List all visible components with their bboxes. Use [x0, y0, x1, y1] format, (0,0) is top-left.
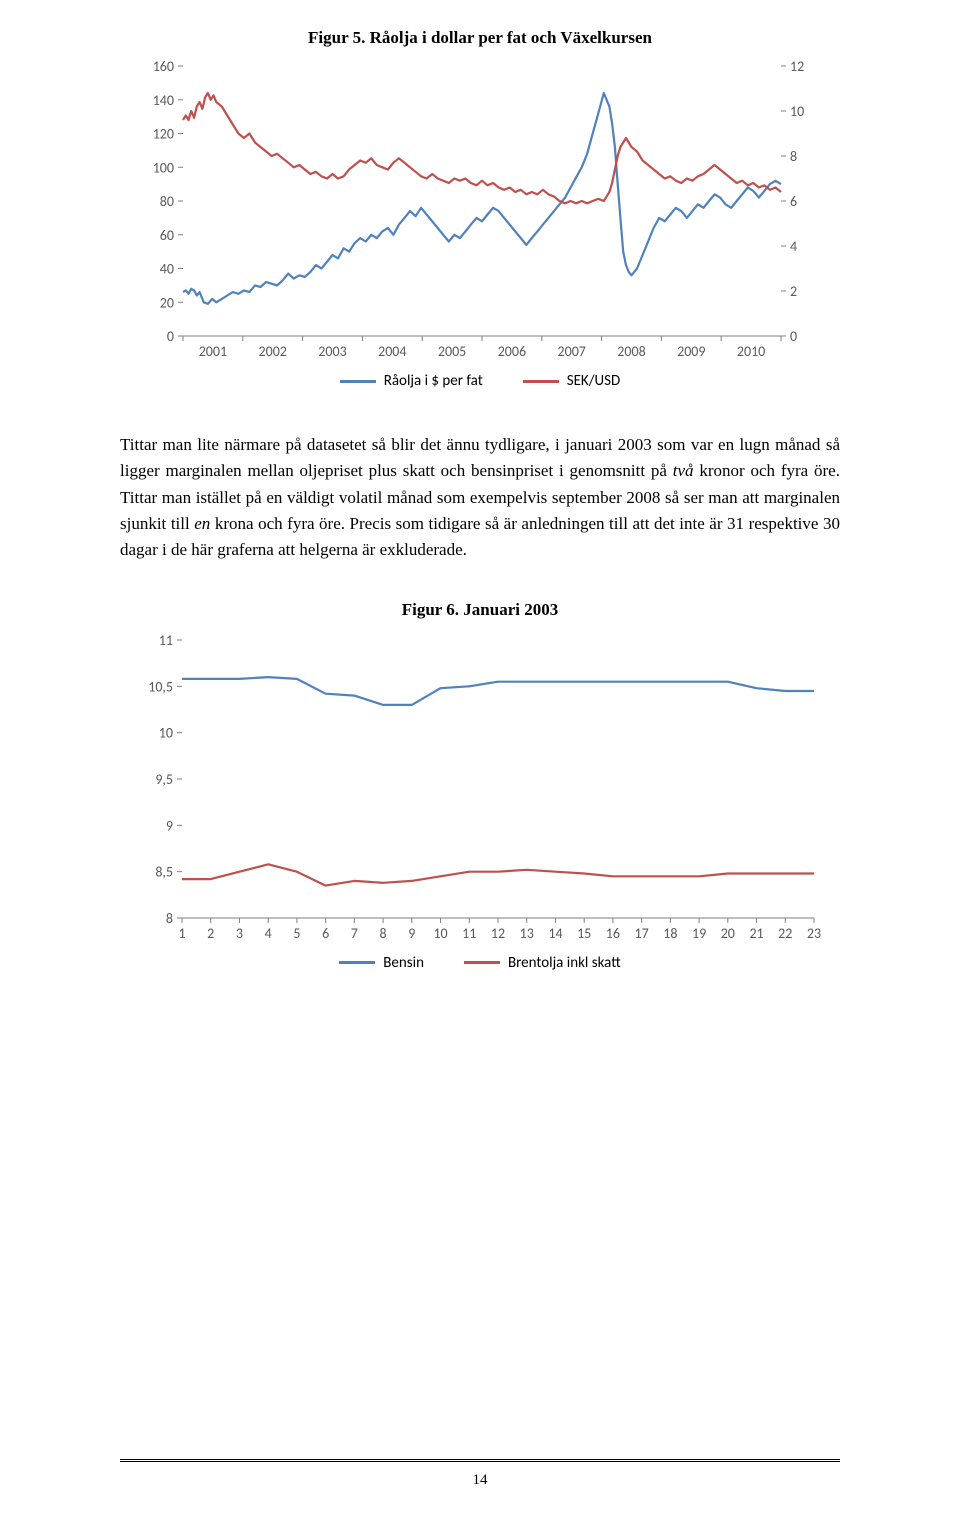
svg-text:10,5: 10,5: [148, 678, 173, 695]
legend-label: SEK/USD: [567, 372, 621, 390]
svg-text:2003: 2003: [318, 343, 346, 360]
svg-text:16: 16: [606, 925, 620, 942]
svg-text:2008: 2008: [617, 343, 645, 360]
svg-text:4: 4: [265, 925, 272, 942]
svg-text:4: 4: [790, 238, 797, 255]
svg-text:100: 100: [153, 159, 174, 176]
svg-text:14: 14: [548, 925, 562, 942]
svg-text:18: 18: [663, 925, 677, 942]
legend-label: Brentolja inkl skatt: [508, 954, 621, 972]
svg-text:13: 13: [520, 925, 534, 942]
figure5-title: Figur 5. Råolja i dollar per fat och Väx…: [120, 28, 840, 48]
legend-label: Bensin: [383, 954, 424, 972]
svg-text:15: 15: [577, 925, 591, 942]
svg-text:12: 12: [491, 925, 505, 942]
svg-text:6: 6: [790, 193, 797, 210]
legend-item: SEK/USD: [523, 372, 621, 390]
svg-text:8: 8: [380, 925, 387, 942]
legend-label: Råolja i $ per fat: [384, 372, 483, 390]
footer-rule: [120, 1461, 840, 1463]
legend-swatch: [339, 961, 375, 964]
svg-text:20: 20: [160, 294, 174, 311]
figure5-chart: 0 20 40 60 80 100 120 140 160 0 2 4 6 8 10 12 2001 2002 20…: [135, 56, 825, 366]
svg-text:8,5: 8,5: [155, 863, 173, 880]
figure6-title: Figur 6. Januari 2003: [120, 600, 840, 620]
page: Figur 5. Råolja i dollar per fat och Väx…: [0, 0, 960, 1513]
svg-text:8: 8: [166, 910, 173, 927]
svg-text:11: 11: [159, 632, 173, 649]
svg-text:21: 21: [749, 925, 763, 942]
svg-text:60: 60: [160, 227, 174, 244]
svg-text:12: 12: [790, 58, 804, 75]
svg-text:3: 3: [236, 925, 243, 942]
svg-text:10: 10: [433, 925, 447, 942]
svg-text:2: 2: [207, 925, 214, 942]
svg-text:2002: 2002: [259, 343, 287, 360]
svg-text:0: 0: [167, 328, 174, 345]
svg-text:2006: 2006: [498, 343, 526, 360]
svg-text:80: 80: [160, 193, 174, 210]
svg-text:23: 23: [807, 925, 821, 942]
svg-text:40: 40: [160, 261, 174, 278]
svg-text:22: 22: [778, 925, 792, 942]
svg-text:6: 6: [322, 925, 329, 942]
svg-text:2009: 2009: [677, 343, 705, 360]
legend-swatch: [340, 380, 376, 383]
page-number: 14: [0, 1472, 960, 1489]
figure6-legend: Bensin Brentolja inkl skatt: [120, 954, 840, 972]
svg-text:120: 120: [153, 126, 174, 143]
svg-text:9,5: 9,5: [155, 771, 173, 788]
svg-text:2007: 2007: [558, 343, 586, 360]
legend-swatch: [523, 380, 559, 383]
svg-text:10: 10: [790, 103, 804, 120]
svg-text:19: 19: [692, 925, 706, 942]
svg-text:2010: 2010: [737, 343, 765, 360]
figure5-legend: Råolja i $ per fat SEK/USD: [120, 372, 840, 390]
legend-item: Bensin: [339, 954, 424, 972]
svg-text:0: 0: [790, 328, 797, 345]
legend-item: Brentolja inkl skatt: [464, 954, 621, 972]
svg-text:20: 20: [721, 925, 735, 942]
svg-text:160: 160: [153, 58, 174, 75]
legend-swatch: [464, 961, 500, 964]
legend-item: Råolja i $ per fat: [340, 372, 483, 390]
svg-text:2004: 2004: [378, 343, 406, 360]
svg-text:2001: 2001: [199, 343, 227, 360]
svg-text:9: 9: [166, 817, 173, 834]
svg-text:140: 140: [153, 92, 174, 109]
svg-text:5: 5: [293, 925, 300, 942]
body-paragraph: Tittar man lite närmare på datasetet så …: [120, 432, 840, 564]
svg-text:11: 11: [462, 925, 476, 942]
svg-text:7: 7: [351, 925, 358, 942]
svg-text:17: 17: [635, 925, 649, 942]
figure6-chart: 88,599,51010,511123456789101112131415161…: [130, 628, 830, 948]
svg-text:10: 10: [159, 724, 173, 741]
svg-text:2005: 2005: [438, 343, 466, 360]
svg-text:9: 9: [408, 925, 415, 942]
svg-text:1: 1: [178, 925, 185, 942]
svg-text:2: 2: [790, 283, 797, 300]
svg-text:8: 8: [790, 148, 797, 165]
